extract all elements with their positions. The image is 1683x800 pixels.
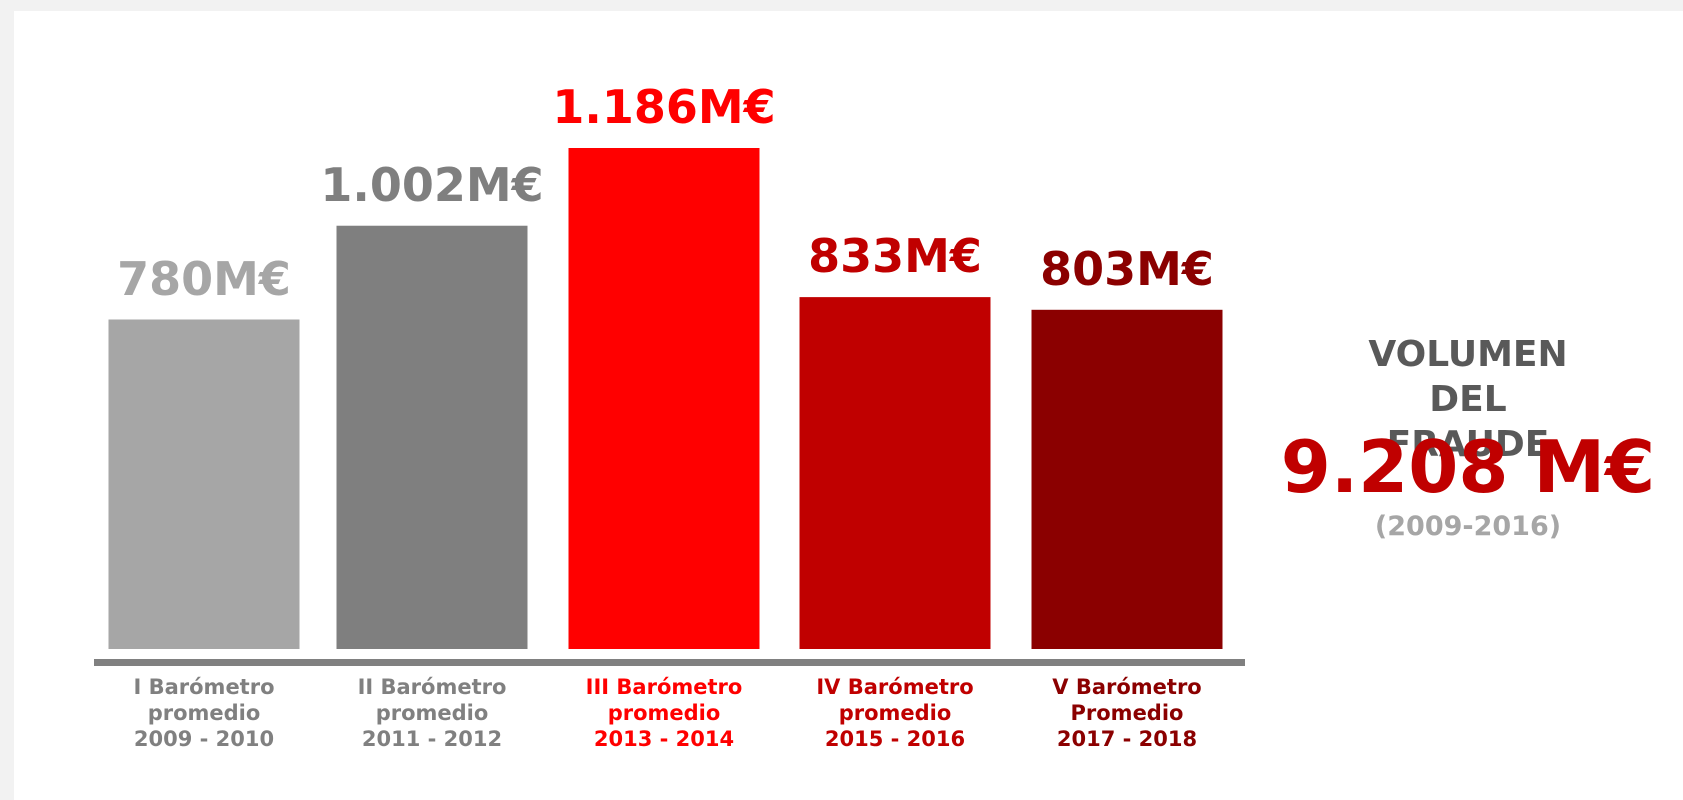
value-label: 833M€ [808,229,982,284]
annotation-total: 9.208 M€ [1280,425,1656,509]
bar [568,148,760,649]
category-label: V Barómetro Promedio 2017 - 2018 [1052,675,1202,751]
value-label: 803M€ [1040,241,1214,296]
value-label: 1.002M€ [320,157,544,212]
baseline [94,659,1245,666]
value-label: 1.186M€ [552,80,776,134]
category-label: IV Barómetro promedio 2015 - 2016 [816,675,974,751]
annotation-period: (2009-2016) [1374,511,1562,542]
bar [108,319,300,649]
category-label: I Barómetro promedio 2009 - 2010 [133,675,275,751]
annotation-heading: VOLUMEN DEL FRAUDE [1368,334,1568,465]
bar [799,297,991,649]
category-label: II Barómetro promedio 2011 - 2012 [357,675,507,751]
category-label: III Barómetro promedio 2013 - 2014 [585,675,743,751]
value-label: 780M€ [117,251,291,306]
bar [1031,309,1223,649]
bar [336,225,528,649]
